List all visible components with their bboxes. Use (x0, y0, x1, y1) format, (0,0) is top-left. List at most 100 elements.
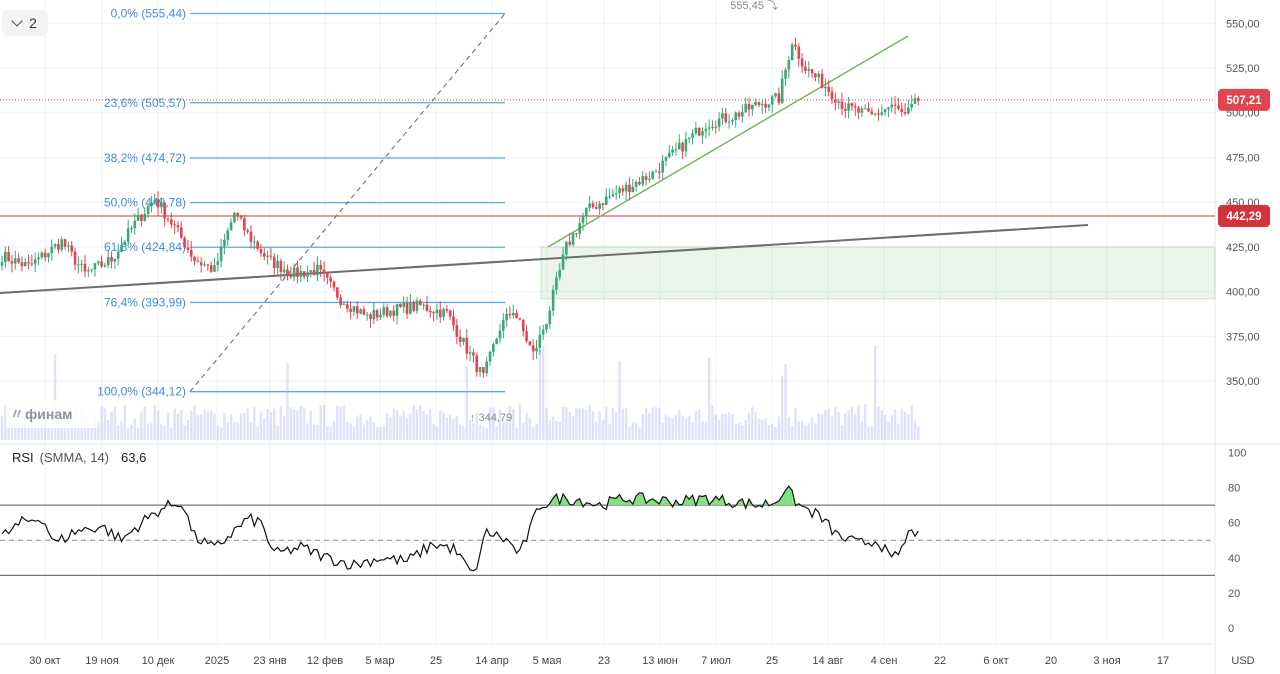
volume-bar (399, 415, 402, 440)
candle (900, 102, 904, 117)
volume-bar (717, 420, 721, 440)
candle (575, 232, 578, 238)
candle (312, 261, 316, 276)
volume-bar (266, 408, 269, 440)
volume-bar (186, 420, 190, 440)
collapse-indicators-button[interactable]: 2 (2, 10, 48, 36)
candle (20, 256, 24, 272)
candle (628, 177, 631, 201)
candle (326, 273, 329, 285)
volume-bar (349, 423, 352, 440)
candle (342, 300, 346, 306)
price-tick-label: 375,00 (1226, 331, 1260, 343)
rsi-tick-label: 80 (1228, 483, 1240, 495)
volume-bars (0, 345, 920, 440)
candle (903, 103, 907, 116)
volume-bar (873, 345, 877, 440)
volume-bar (375, 426, 379, 440)
candle-body (276, 260, 279, 268)
candle-body (465, 337, 469, 354)
volume-bar (395, 410, 399, 440)
candle (465, 329, 469, 360)
candle (502, 312, 505, 339)
volume-bar (535, 423, 538, 440)
volume-bar (120, 420, 123, 440)
candle (146, 203, 150, 218)
fib-diagonal (189, 13, 506, 393)
candle (558, 263, 562, 281)
candle (412, 300, 415, 313)
candle (810, 69, 814, 78)
candle (468, 345, 472, 362)
candle (272, 253, 276, 277)
candle-body (160, 203, 163, 208)
candle (462, 337, 465, 345)
rsi-overbought-fill (563, 493, 567, 506)
volume-bar (372, 422, 376, 440)
volume-bar (286, 363, 289, 440)
volume-bar (203, 409, 206, 440)
candle-body (226, 230, 230, 240)
candle (887, 106, 890, 118)
candle-body (890, 104, 894, 108)
candle-body (558, 269, 562, 278)
volume-bar (173, 408, 176, 440)
candle (780, 70, 784, 105)
candle-body (857, 107, 860, 113)
volume-bar (449, 414, 452, 440)
candle-body (578, 223, 581, 234)
candle (458, 329, 462, 347)
candle (203, 260, 206, 268)
candle-body (495, 338, 498, 345)
candle (206, 263, 210, 271)
candle (359, 308, 362, 315)
candle-body (359, 309, 362, 314)
volume-bar (787, 417, 791, 440)
candle (804, 60, 807, 74)
volume-bar (107, 419, 110, 440)
candle-body (339, 297, 342, 305)
candle (4, 246, 7, 269)
volume-bar (243, 412, 246, 440)
candle-body (60, 239, 64, 250)
candle-body (870, 111, 874, 115)
volume-bar (701, 420, 704, 440)
candle (661, 154, 664, 181)
volume-bar (804, 425, 807, 440)
candle (70, 240, 74, 257)
candle-body (784, 69, 787, 79)
candle (551, 285, 555, 316)
candle-body (249, 231, 253, 242)
candle-body (266, 255, 269, 257)
time-tick-label: 23 (598, 655, 610, 667)
candle-body (279, 260, 283, 272)
candle-body (253, 241, 256, 243)
candle-body (73, 251, 77, 265)
candle-body (727, 121, 731, 123)
volume-bar (528, 417, 532, 440)
rsi-legend[interactable]: RSI (SMMA, 14) 63,6 (12, 450, 146, 465)
volume-bar (588, 404, 591, 440)
candle (116, 243, 120, 266)
candle-body (807, 69, 811, 71)
candle (687, 136, 691, 144)
candle-body (585, 207, 588, 217)
volume-bar (90, 423, 93, 440)
volume-bar (800, 420, 804, 440)
volume-bar (595, 421, 598, 440)
candle (618, 185, 621, 199)
candle-body (7, 251, 10, 262)
volume-bar (273, 408, 276, 440)
time-tick-label: 7 июл (701, 655, 731, 667)
time-tick-label: 30 окт (29, 655, 60, 667)
volume-bar (605, 407, 608, 440)
candle-body (757, 101, 761, 106)
candle (824, 78, 827, 97)
candle-body (462, 337, 465, 342)
candle-body (744, 103, 747, 113)
candle-body (292, 267, 296, 278)
candle (246, 228, 249, 235)
candle-body (711, 126, 714, 128)
candle (395, 303, 399, 325)
